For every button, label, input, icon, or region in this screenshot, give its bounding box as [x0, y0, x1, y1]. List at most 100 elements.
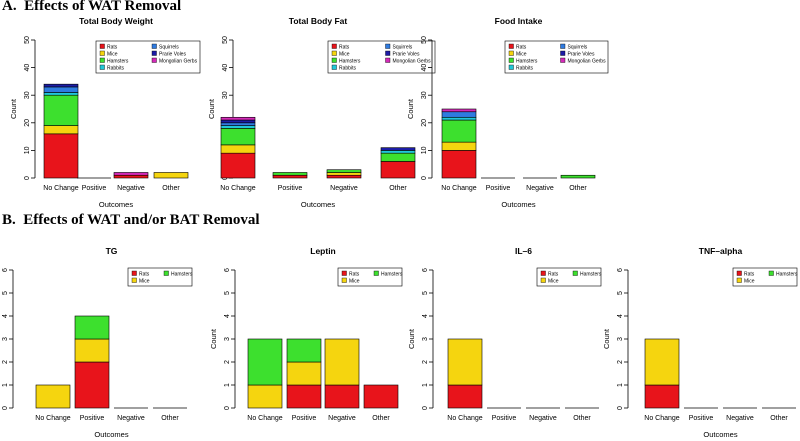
legend-swatch [341, 270, 347, 276]
bar-segment [286, 361, 322, 386]
legend-label: Hamsters [516, 59, 538, 65]
bar-segment [363, 384, 399, 409]
x-tick-label: No Change [247, 415, 283, 422]
legend-label: Rats [349, 272, 360, 278]
bar-segment [326, 174, 362, 179]
legend-swatch [331, 64, 337, 70]
y-tick-label: 30 [222, 91, 229, 99]
y-tick-label: 30 [421, 91, 428, 99]
bar-segment [74, 315, 110, 340]
y-tick-label: 50 [24, 36, 31, 44]
y-tick-label: 3 [422, 337, 429, 341]
legend-label: Squirrels [568, 45, 588, 51]
legend-swatch [736, 270, 742, 276]
x-tick-label: No Change [644, 415, 680, 422]
legend-label: Rats [548, 272, 559, 278]
bar-segment [220, 119, 256, 124]
bar-segment [644, 384, 680, 409]
x-tick-label: Positive [80, 415, 105, 422]
legend-box [95, 40, 201, 74]
x-tick-label: Other [372, 415, 390, 422]
bar-segment [286, 384, 322, 409]
y-tick-label: 5 [422, 291, 429, 295]
y-tick-label: 2 [224, 360, 231, 364]
bar-segment [247, 384, 283, 409]
x-tick-label: Negative [328, 415, 356, 422]
chart-title: IL–6 [515, 246, 532, 256]
legend-swatch [373, 270, 379, 276]
bar-segment [220, 116, 256, 121]
legend-swatch [331, 57, 337, 63]
y-tick-label: 1 [617, 383, 624, 387]
y-tick-label: 4 [224, 314, 231, 318]
legend-swatch [131, 277, 137, 283]
y-axis-label: Count [9, 98, 18, 119]
legend-swatch [508, 50, 514, 56]
bar-segment [441, 150, 477, 179]
chart-panel-5: Leptin 0 1 2 3 4 5 6 Count No Change Positive Negat… [209, 246, 403, 422]
legend-box [127, 267, 193, 287]
chart-panel-6: IL–6 0 1 2 3 4 5 6 Count No Change Positive Negativ… [407, 246, 602, 422]
bar-segment [324, 384, 360, 409]
legend-swatch [572, 270, 578, 276]
bar-segment [74, 338, 110, 363]
y-tick-label: 6 [617, 268, 624, 272]
x-axis-label: Outcomes [703, 430, 737, 439]
legend-label: Rats [107, 45, 118, 51]
legend-label: Hamsters [776, 272, 798, 278]
legend-label: Squirrels [393, 45, 413, 51]
legend-swatch [341, 277, 347, 283]
y-tick-label: 20 [421, 119, 428, 127]
legend-swatch [385, 43, 391, 49]
legend-label: Mice [339, 52, 350, 58]
legend-swatch [508, 64, 514, 70]
y-tick-label: 4 [2, 314, 9, 318]
legend-label: Rabbits [339, 66, 356, 72]
legend-swatch [331, 50, 337, 56]
bar-segment [74, 361, 110, 409]
y-tick-label: 30 [24, 91, 31, 99]
bar-segment [35, 384, 71, 409]
chart-title: TNF–alpha [699, 246, 743, 256]
section-b-title: B. Effects of WAT and/or BAT Removal [2, 212, 260, 228]
bar-segment [220, 144, 256, 154]
x-axis-label: Outcomes [94, 430, 128, 439]
legend-label: Mice [349, 279, 360, 285]
legend-label: Rats [516, 45, 527, 51]
legend-label: Mongolian Gerbs [159, 59, 198, 65]
bar-segment [324, 338, 360, 386]
x-tick-label: Negative [117, 415, 145, 422]
legend-label: Rats [744, 272, 755, 278]
y-tick-label: 5 [2, 291, 9, 295]
x-tick-label: Negative [726, 415, 754, 422]
y-tick-label: 3 [617, 337, 624, 341]
legend-box [327, 40, 436, 74]
legend-label: Mongolian Gerbs [393, 59, 432, 65]
x-tick-label: Other [389, 185, 407, 192]
bar-segment [447, 338, 483, 386]
y-tick-label: 40 [222, 64, 229, 72]
legend-label: Squirrels [159, 45, 179, 51]
legend-label: Mice [744, 279, 755, 285]
chart-title: Leptin [310, 246, 336, 256]
y-axis-label: Count [406, 98, 415, 119]
y-axis-label: Count [209, 328, 218, 349]
legend-label: Hamsters [107, 59, 129, 65]
bar-segment [43, 94, 79, 126]
y-tick-label: 1 [2, 383, 9, 387]
legend-swatch [99, 64, 105, 70]
chart-panel-1: Total Body Weight 0 10 20 30 40 50 Count No Chan… [9, 16, 201, 209]
bar-segment [113, 172, 149, 176]
legend-swatch [560, 43, 566, 49]
chart-panel-2: Total Body Fat 0 10 20 30 40 50 Count No Change P… [207, 16, 436, 209]
legend-box [732, 267, 798, 287]
y-tick-label: 1 [422, 383, 429, 387]
bar-segment [441, 108, 477, 113]
y-tick-label: 10 [421, 146, 428, 154]
bar-segment [326, 169, 362, 173]
x-tick-label: Positive [689, 415, 714, 422]
